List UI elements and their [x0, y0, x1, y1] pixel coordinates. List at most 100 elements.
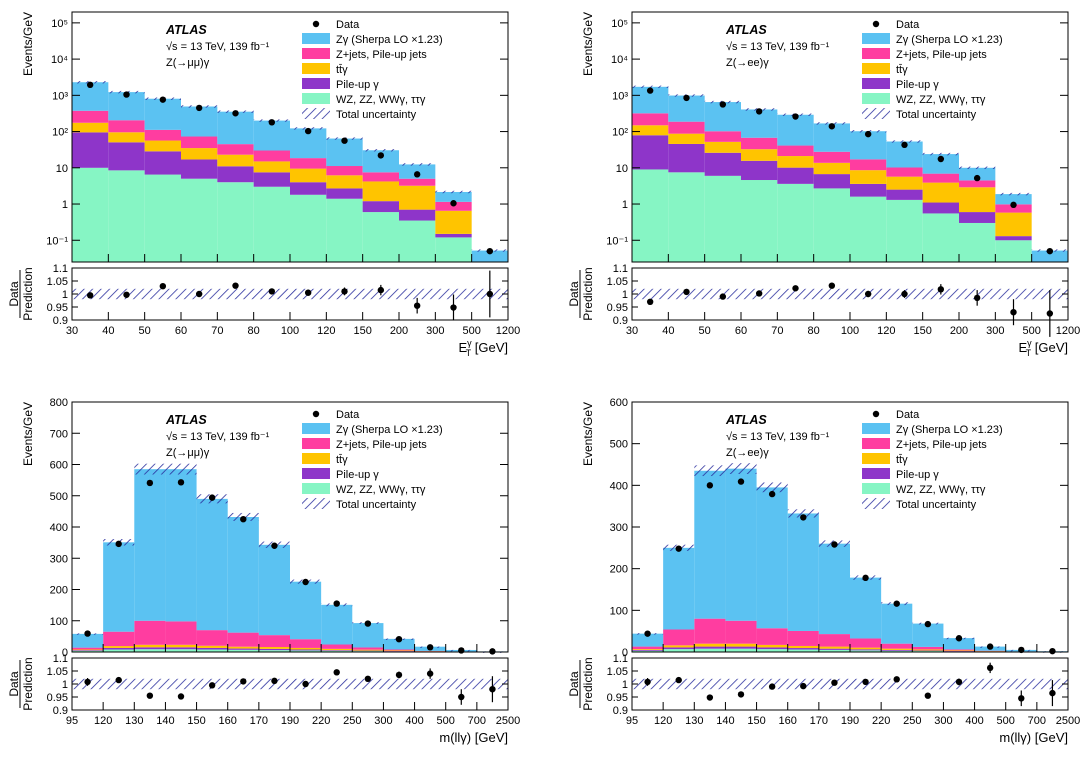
- stack-bar: [253, 150, 290, 162]
- ratio-point: [123, 291, 130, 298]
- data-point: [146, 479, 154, 487]
- chart-panel: 10⁻¹ 1 10 10² 10³ 10⁴ 10⁵ Events/GeV ATLAS √s = 1…: [7, 11, 520, 358]
- stack-bar: [922, 213, 959, 262]
- stack-bar: [290, 168, 327, 183]
- ratio-point: [893, 676, 900, 683]
- stack-bar: [134, 620, 166, 645]
- stack-bar: [756, 644, 788, 648]
- x-tick-label: 250: [343, 715, 361, 727]
- data-point: [240, 515, 247, 523]
- data-point: [413, 171, 421, 178]
- ratio-point: [208, 682, 216, 689]
- y-tick-label: 10: [616, 163, 628, 175]
- stack-bar: [290, 581, 322, 640]
- x-tick-label: 40: [102, 325, 114, 337]
- legend-swatch: [862, 438, 890, 449]
- stack-bar: [756, 649, 788, 652]
- x-tick-label: 250: [903, 715, 921, 727]
- y-tick-label: 10³: [52, 90, 68, 102]
- data-point: [426, 644, 434, 651]
- legend-swatch: [302, 48, 330, 59]
- data-point: [924, 620, 932, 628]
- ratio-point: [232, 282, 239, 289]
- x-tick-label: 500: [997, 715, 1015, 727]
- legend-swatch: [302, 453, 330, 464]
- uncertainty-band: [756, 482, 788, 493]
- ratio-band: [72, 678, 508, 690]
- ratio-point: [831, 679, 838, 686]
- stack-bar: [725, 643, 757, 647]
- x-tick-label: 500: [437, 715, 455, 727]
- stack-bar: [725, 648, 757, 652]
- ratio-point: [341, 288, 348, 295]
- stack-bar: [886, 199, 923, 262]
- data-point: [395, 635, 403, 643]
- stack-bar: [321, 648, 353, 651]
- stack-bar: [694, 618, 726, 644]
- stack-bar: [632, 169, 669, 262]
- stack-bar: [290, 182, 327, 195]
- y-tick-label: 300: [610, 522, 628, 534]
- stack-bar: [943, 650, 975, 652]
- y-tick-label: 400: [50, 522, 68, 534]
- stack-bar: [668, 172, 705, 262]
- stack-bar: [995, 212, 1032, 237]
- ratio-label-bottom: Prediction: [21, 657, 35, 710]
- ratio-y-tick-label: 0.95: [607, 692, 628, 704]
- stack-bar: [181, 136, 218, 149]
- legend-marker: [872, 20, 880, 28]
- ratio-y-tick-label: 1.05: [607, 276, 628, 288]
- stack-bar: [912, 646, 944, 650]
- stack-bar: [134, 469, 166, 621]
- channel-label: Z(→ee)γ: [726, 447, 769, 459]
- data-point: [333, 600, 340, 607]
- stack-bar: [850, 183, 887, 197]
- atlas-label: ATLAS: [725, 413, 767, 427]
- ratio-point: [768, 683, 776, 690]
- channel-label: Z(→ee)γ: [726, 57, 769, 69]
- stack-bar: [258, 544, 290, 636]
- stack-bar: [922, 173, 959, 183]
- stack-bar: [777, 145, 814, 157]
- ratio-y-tick-label: 1.1: [53, 653, 68, 665]
- data-point: [177, 479, 185, 486]
- data-point: [486, 247, 494, 255]
- legend-marker: [312, 410, 320, 418]
- stack-bar: [72, 110, 109, 123]
- ratio-point: [924, 692, 932, 699]
- legend-label: Data: [336, 409, 360, 421]
- ratio-point: [489, 686, 496, 693]
- data-point: [973, 174, 981, 182]
- stack-bar: [103, 647, 135, 650]
- ratio-label-top: Data: [7, 281, 21, 307]
- y-tick-label: 10⁴: [611, 54, 628, 66]
- legend-label: Data: [336, 19, 360, 31]
- data-point: [304, 127, 312, 135]
- stack-bar: [912, 649, 944, 651]
- data-point: [800, 514, 807, 521]
- ratio-label-top: Data: [7, 671, 21, 697]
- y-tick-label: 10: [56, 163, 68, 175]
- stack-bar: [196, 630, 228, 646]
- data-point: [489, 648, 496, 655]
- x-tick-label: 30: [66, 325, 78, 337]
- x-tick-label: 500: [1022, 325, 1040, 337]
- ratio-label-bottom: Prediction: [581, 657, 595, 710]
- ratio-y-tick-label: 1.1: [53, 263, 68, 275]
- ratio-point: [683, 288, 690, 296]
- stack-bar: [704, 175, 741, 262]
- stack-bar: [108, 120, 145, 133]
- stack-bar: [253, 186, 290, 262]
- stack-bar: [196, 498, 228, 631]
- data-point: [646, 87, 654, 94]
- stack-bar: [777, 167, 814, 184]
- stack-bar: [777, 114, 814, 146]
- stack-bar: [165, 469, 197, 622]
- legend-label: WZ, ZZ, WWγ, ττγ: [336, 94, 426, 106]
- stack-bar: [995, 240, 1032, 262]
- legend-label: Z+jets, Pile-up jets: [896, 439, 987, 451]
- ratio-point: [901, 290, 908, 298]
- legend-label: Pile-up γ: [896, 79, 939, 91]
- stack-bar: [227, 517, 259, 633]
- uncertainty-band: [694, 465, 726, 477]
